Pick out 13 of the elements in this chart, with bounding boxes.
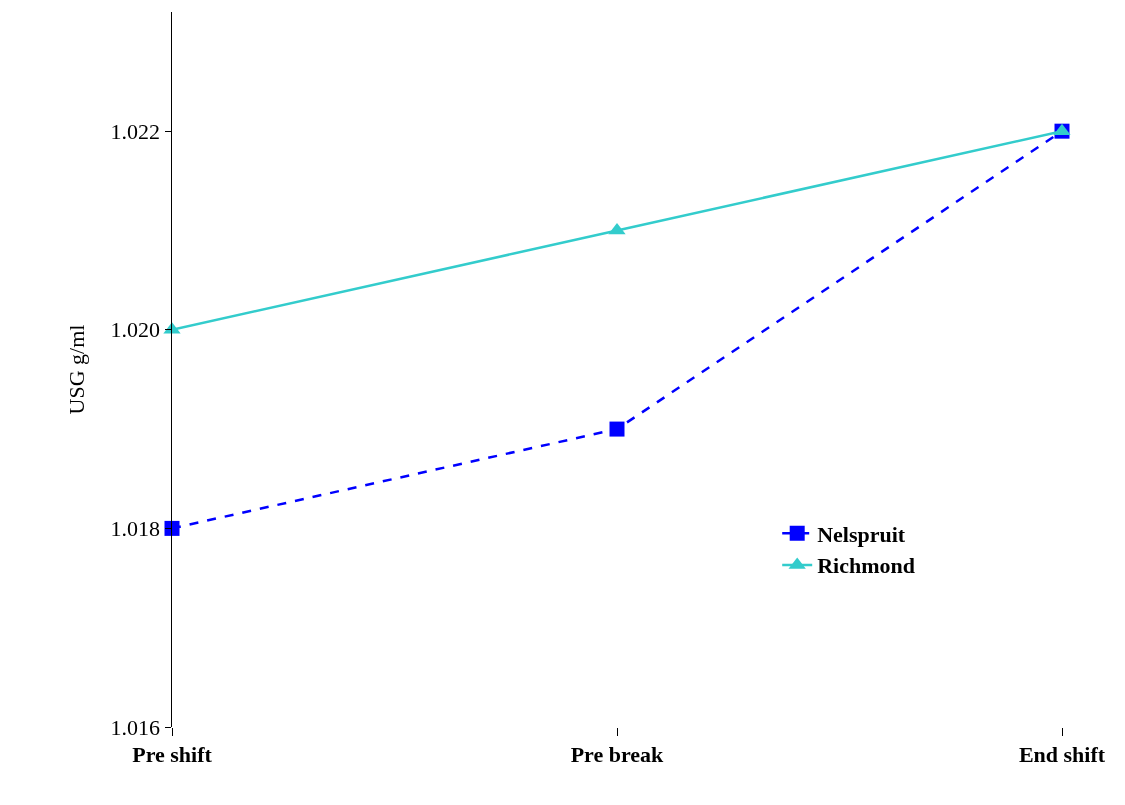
point	[164, 520, 180, 536]
x-tick-label: End shift	[1018, 742, 1106, 768]
y-axis-title: USG g/ml	[63, 324, 89, 415]
y-tick-label: 1.020	[110, 317, 161, 343]
legend-label: Nelspruit	[817, 521, 906, 547]
y-tick-label: 1.016	[110, 714, 161, 740]
x-tick-label: Pre shift	[132, 742, 213, 768]
legend-label: Richmond	[817, 553, 915, 579]
point	[609, 421, 625, 437]
y-tick-label: 1.018	[110, 516, 161, 542]
point	[608, 222, 626, 235]
y-tick-label: 1.022	[110, 118, 161, 144]
x-tick-label: Pre break	[570, 742, 665, 768]
